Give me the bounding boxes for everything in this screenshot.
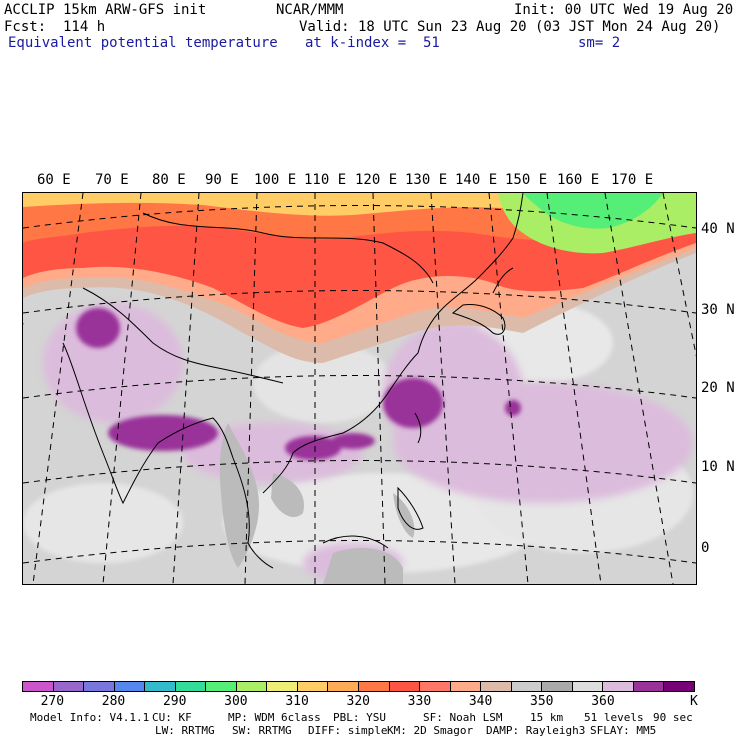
colorbar-swatch [542, 682, 573, 691]
smoothing-value: sm= 2 [578, 35, 621, 51]
colorbar-swatch [175, 682, 207, 691]
colorbar-swatch [145, 682, 176, 691]
colorbar-tick-label: 310 [285, 694, 309, 709]
longitude-label: 60 E [37, 172, 71, 188]
colorbar-swatch [328, 682, 360, 691]
longitude-label: 170 E [611, 172, 654, 188]
colorbar-tick-label: 320 [346, 694, 370, 709]
graticule [23, 193, 696, 584]
footer-item: MP: WDM 6class [228, 711, 321, 724]
footer-item: SF: Noah LSM [423, 711, 503, 724]
latitude-label: 0 [701, 540, 710, 556]
latitude-label: 20 N [701, 380, 735, 396]
colorbar-swatch [297, 682, 329, 691]
colorbar-tick-label: 280 [101, 694, 126, 709]
colorbar-swatch [23, 682, 54, 691]
theta-e-field-map [23, 193, 696, 584]
colorbar-swatch [450, 682, 482, 691]
colorbar-swatch [53, 682, 85, 691]
footer-item: 15 km [530, 711, 564, 724]
init-time: Init: 00 UTC Wed 19 Aug 20 [514, 2, 734, 18]
colorbar-swatch [572, 682, 604, 691]
colorbar-swatch [389, 682, 421, 691]
colorbar-swatch [511, 682, 543, 691]
longitude-label: 150 E [505, 172, 548, 188]
longitude-label: 160 E [557, 172, 600, 188]
colorbar-swatch [236, 682, 268, 691]
colorbar-swatch [267, 682, 298, 691]
latitude-label: 30 N [701, 302, 735, 318]
colorbar-tick-label: 300 [224, 694, 248, 709]
longitude-label: 70 E [95, 172, 129, 188]
latitude-label: 10 N [701, 459, 735, 475]
longitude-label: 90 E [205, 172, 239, 188]
footer-item: DAMP: Rayleigh3 [486, 724, 586, 737]
latitude-label: 40 N [701, 221, 735, 237]
longitude-label: 80 E [152, 172, 186, 188]
footer-item: SFLAY: MM5 [590, 724, 657, 737]
dark-purple-region [76, 308, 521, 460]
colorbar-swatch [420, 682, 451, 691]
footer-item: PBL: YSU [333, 711, 386, 724]
colorbar-tick-label: 350 [530, 694, 554, 709]
colorbar-unit: K [690, 694, 698, 709]
colorbar [22, 681, 695, 692]
map-panel [22, 192, 697, 585]
colorbar-swatch [206, 682, 237, 691]
footer-item: SW: RRTMG [232, 724, 292, 737]
coastlines [62, 193, 524, 569]
colorbar-swatch [481, 682, 512, 691]
longitude-label: 110 E [304, 172, 347, 188]
longitude-label: 140 E [455, 172, 498, 188]
footer-item: Model Info: V4.1.1 [30, 711, 150, 724]
field-name: Equivalent potential temperature [8, 35, 278, 51]
colorbar-tick-label: 270 [40, 694, 65, 709]
footer-item: KM: 2D Smagor [387, 724, 474, 737]
footer-item: LW: RRTMG [155, 724, 215, 737]
colorbar-tick-label: 360 [591, 694, 615, 709]
colorbar-swatch [603, 682, 634, 691]
level-index: at k-index = 51 [305, 35, 440, 51]
colorbar-tick-label: 340 [468, 694, 493, 709]
footer-item: DIFF: simple [308, 724, 388, 737]
longitude-label: 130 E [405, 172, 448, 188]
colorbar-swatch [114, 682, 146, 691]
colorbar-tick-label: 290 [162, 694, 187, 709]
organization-label: NCAR/MMM [276, 2, 344, 18]
colorbar-swatch [633, 682, 665, 691]
footer-item: CU: KF [152, 711, 192, 724]
colorbar-swatch [84, 682, 115, 691]
model-title: ACCLIP 15km ARW-GFS init [4, 2, 207, 18]
forecast-hour: Fcst: 114 h [4, 19, 106, 35]
footer-item: 90 sec [653, 711, 693, 724]
footer-item: 51 levels [584, 711, 644, 724]
longitude-label: 120 E [355, 172, 398, 188]
colorbar-tick-label: 330 [407, 694, 432, 709]
colorbar-swatch [664, 682, 695, 691]
longitude-label: 100 E [254, 172, 297, 188]
valid-time: Valid: 18 UTC Sun 23 Aug 20 (03 JST Mon … [299, 19, 721, 35]
colorbar-swatch [359, 682, 390, 691]
